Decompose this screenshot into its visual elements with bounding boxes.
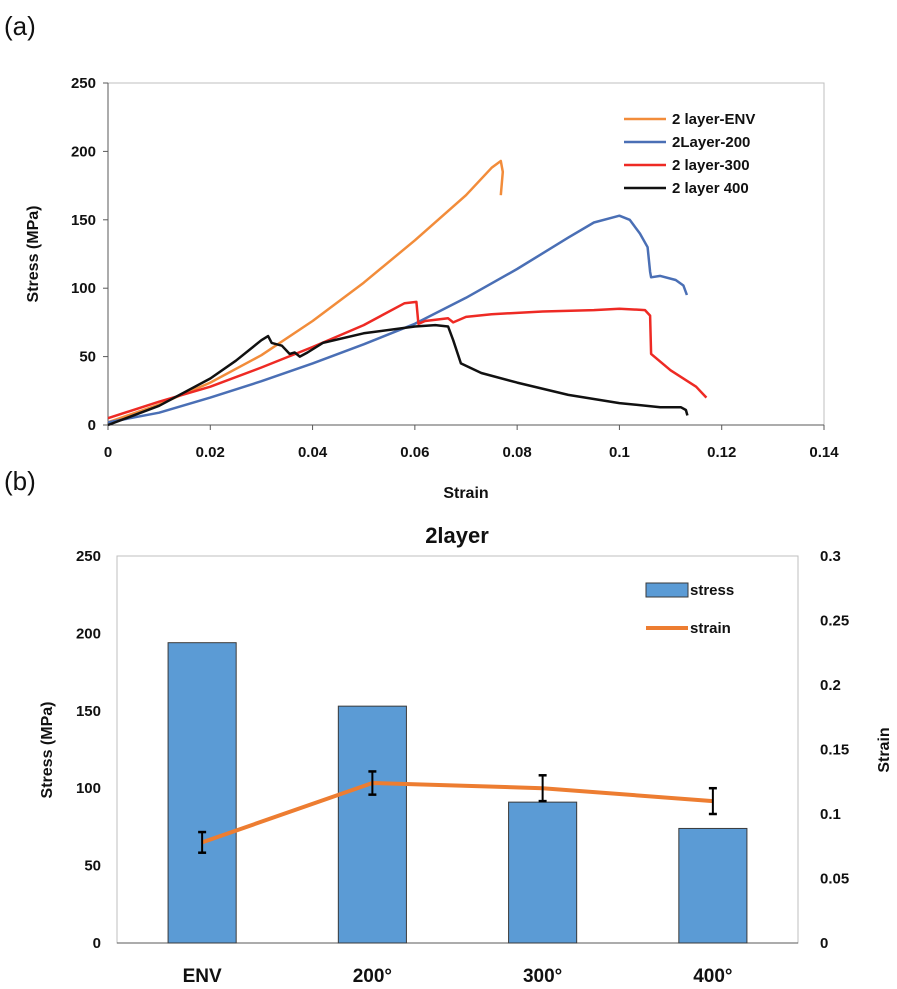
y-tick-label-b: 150 — [76, 703, 101, 720]
y2-tick-label-b: 0.05 — [820, 871, 849, 888]
series-line-2layer-200 — [107, 214, 689, 424]
x-category-label-b: ENV — [183, 966, 222, 987]
legend-label-stress: stress — [690, 582, 734, 599]
x-tick-label-a: 0.1 — [609, 444, 630, 461]
series-line-2-layer-400 — [107, 323, 689, 427]
bar-stress — [508, 801, 578, 944]
y-tick-label-b: 100 — [76, 780, 101, 797]
y2-tick-label-b: 0.25 — [820, 613, 849, 630]
y-tick-label-a: 200 — [71, 143, 96, 160]
legend-swatch-stress — [645, 582, 689, 598]
y-tick-label-b: 0 — [93, 935, 101, 952]
x-category-label-b: 300° — [523, 966, 562, 987]
y2-tick-label-b: 0.2 — [820, 677, 841, 694]
y-tick-label-a: 50 — [79, 349, 96, 366]
panel-label-b: (b) — [4, 466, 36, 496]
bar-stress — [678, 827, 748, 944]
y-tick-label-a: 100 — [71, 280, 96, 297]
x-tick-label-a: 0.08 — [503, 444, 532, 461]
stress-strain-line-chart: Stress (MPa) Strain 0 50 100 150 200 250 0 0.02… — [25, 75, 839, 502]
y-tick-label-a: 150 — [71, 212, 96, 229]
y2-tick-label-b: 0 — [820, 935, 828, 952]
bar-stress — [337, 705, 407, 944]
legend-label-a: 2 layer 400 — [672, 180, 749, 197]
y-axis-title-b: Stress (MPa) — [39, 702, 56, 799]
chart-title-b: 2layer — [425, 523, 489, 548]
y-tick-label-b: 50 — [84, 858, 101, 875]
legend-label-a: 2 layer-ENV — [672, 111, 755, 128]
x-axis-title-a: Strain — [443, 485, 488, 502]
y2-tick-label-b: 0.3 — [820, 548, 841, 565]
y-axis-title-a: Stress (MPa) — [25, 206, 42, 303]
series-line-2-layer-env — [107, 159, 505, 424]
x-category-label-b: 400° — [693, 966, 732, 987]
y-tick-label-b: 250 — [76, 548, 101, 565]
panel-label-a: (a) — [4, 11, 36, 41]
series-line-strain — [201, 781, 714, 845]
legend-label-a: 2Layer-200 — [672, 134, 750, 151]
x-tick-label-a: 0.04 — [298, 444, 328, 461]
y2-tick-label-b: 0.15 — [820, 742, 849, 759]
legend-label-strain: strain — [690, 620, 731, 637]
y-tick-label-b: 200 — [76, 625, 101, 642]
y-tick-label-a: 0 — [88, 417, 96, 434]
bar-stress — [167, 642, 237, 944]
y2-tick-label-b: 0.1 — [820, 806, 841, 823]
y2-axis-title-b: Strain — [876, 727, 893, 772]
legend-label-a: 2 layer-300 — [672, 157, 750, 174]
x-tick-label-a: 0.06 — [400, 444, 429, 461]
y-tick-label-a: 250 — [71, 75, 96, 92]
x-tick-label-a: 0.02 — [196, 444, 225, 461]
x-tick-label-a: 0 — [104, 444, 112, 461]
x-category-label-b: 200° — [353, 966, 392, 987]
x-tick-label-a: 0.12 — [707, 444, 736, 461]
x-tick-label-a: 0.14 — [809, 444, 839, 461]
stress-strain-bar-chart: 2layer Stress (MPa) Strain 0 50 100 150 200 2… — [39, 523, 893, 987]
